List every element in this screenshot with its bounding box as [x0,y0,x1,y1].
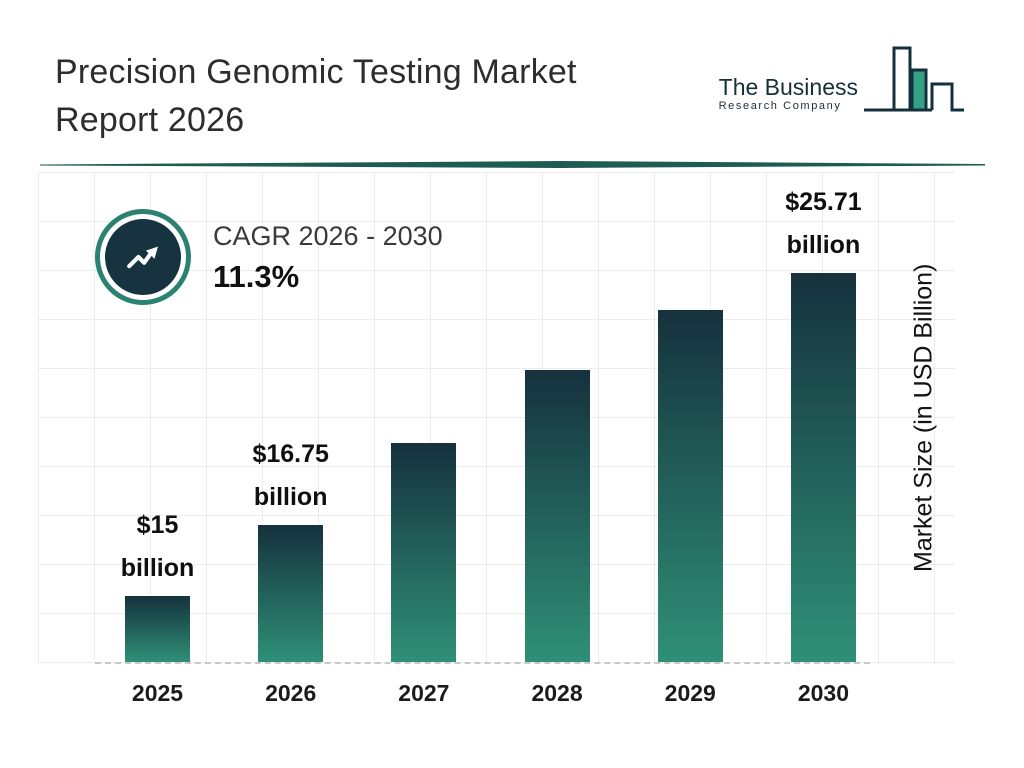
header-divider [40,156,985,168]
bar-chart-logo-icon [862,42,966,127]
company-logo-text: The Business Research Company [719,75,858,112]
bar-2025 [125,596,190,662]
bars: $15 billion $16.75 billion $25.71 billion [121,170,862,662]
bar-column-2030: $25.71 billion [785,181,862,662]
bar-column-2027 [391,443,457,662]
x-axis-label-2030: 2030 [797,680,850,706]
x-axis-label-2026: 2026 [265,680,317,706]
bar-column-2026: $16.75 billion [252,433,329,662]
x-axis-label-2025: 2025 [131,680,184,706]
trend-arrow-badge [95,209,191,305]
bar-value-label-2026: $16.75 billion [252,440,329,511]
bar-2026 [258,525,324,662]
year-labels: 2025 2026 2027 2028 2029 2030 [125,680,856,707]
x-axis-label-2028: 2028 [531,680,583,706]
bar-2030 [790,273,856,662]
bar-2027 [391,443,457,662]
y-axis-label: Market Size (in USD Billion) [909,263,938,573]
bar-column-2029 [657,310,723,662]
company-name: The Business [718,74,858,100]
bar-column-2028 [524,370,590,662]
cagr-value: 11.3% [213,259,300,294]
page-title-line2: Report 2026 [55,101,245,139]
cagr-block: CAGR 2026 - 2030 11.3% [95,209,443,305]
bar-value-label-2030: $25.71 billion [785,188,862,259]
bar-value-label-2025: $15 billion [120,511,195,582]
page-title: Precision Genomic Testing Market Report … [55,48,577,144]
company-logo: The Business Research Company [719,42,966,127]
cagr-text: CAGR 2026 - 2030 11.3% [213,216,443,298]
cagr-label: CAGR 2026 - 2030 [213,221,443,251]
chart-area: $15 billion $16.75 billion $25.71 billion [38,172,955,664]
x-axis-baseline [95,662,870,664]
page-title-line1: Precision Genomic Testing Market [55,53,577,91]
bar-2029 [657,310,723,662]
company-subname: Research Company [718,100,842,112]
bar-column-2025: $15 billion [121,504,194,662]
trend-arrow-icon [105,219,181,295]
x-axis-label-2027: 2027 [398,680,450,706]
x-axis-label-2029: 2029 [664,680,716,706]
bar-2028 [524,370,590,662]
